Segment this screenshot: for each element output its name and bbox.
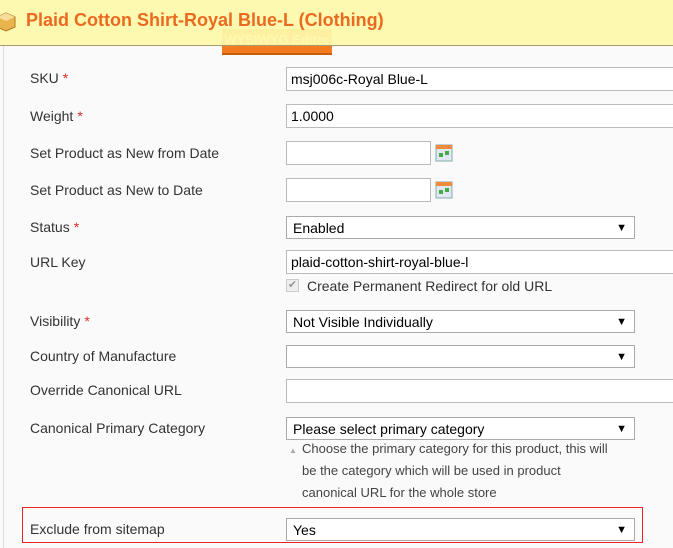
override-canonical-label: Override Canonical URL xyxy=(30,382,182,398)
url-key-label: URL Key xyxy=(30,254,86,270)
visibility-select[interactable]: Not Visible Individually ▼ xyxy=(286,310,635,333)
dropdown-arrow-icon: ▼ xyxy=(616,524,627,536)
new-from-date-input[interactable] xyxy=(286,141,431,165)
sku-label: SKU * xyxy=(30,70,69,86)
status-select[interactable]: Enabled ▼ xyxy=(286,216,635,239)
country-select[interactable]: ▼ xyxy=(286,345,635,368)
override-canonical-input[interactable] xyxy=(286,379,673,403)
redirect-label: Create Permanent Redirect for old URL xyxy=(307,278,553,294)
canonical-category-note: Choose the primary category for this pro… xyxy=(302,441,608,500)
exclude-sitemap-label: Exclude from sitemap xyxy=(30,521,165,537)
canonical-category-select[interactable]: Please select primary category ▼ xyxy=(286,417,635,440)
url-key-input[interactable]: plaid-cotton-shirt-royal-blue-l xyxy=(286,250,673,274)
product-box-icon xyxy=(0,12,16,32)
calendar-icon[interactable] xyxy=(435,144,453,162)
status-label: Status * xyxy=(30,219,80,235)
visibility-label: Visibility * xyxy=(30,313,90,329)
dropdown-arrow-icon: ▼ xyxy=(616,222,627,234)
exclude-sitemap-select[interactable]: Yes ▼ xyxy=(286,518,635,541)
weight-input[interactable]: 1.0000 xyxy=(286,104,673,128)
product-header: Plaid Cotton Shirt-Royal Blue-L (Clothin… xyxy=(0,0,673,46)
new-to-label: Set Product as New to Date xyxy=(30,182,203,198)
canonical-category-label: Canonical Primary Category xyxy=(30,420,206,436)
dropdown-arrow-icon: ▼ xyxy=(616,316,627,328)
new-to-date-input[interactable] xyxy=(286,178,431,202)
page-title: Plaid Cotton Shirt-Royal Blue-L (Clothin… xyxy=(26,10,384,30)
calendar-icon[interactable] xyxy=(435,181,453,199)
weight-label: Weight * xyxy=(30,108,83,124)
highlight-box xyxy=(22,507,643,543)
dropdown-arrow-icon: ▼ xyxy=(616,423,627,435)
sku-input[interactable]: msj006c-Royal Blue-L xyxy=(286,67,673,91)
new-from-label: Set Product as New from Date xyxy=(30,145,220,161)
left-border xyxy=(3,46,4,548)
dropdown-arrow-icon: ▼ xyxy=(616,351,627,363)
country-label: Country of Manufacture xyxy=(30,348,177,364)
redirect-checkbox[interactable]: ✔ xyxy=(286,279,299,292)
note-triangle-icon: ▲ xyxy=(289,446,297,455)
